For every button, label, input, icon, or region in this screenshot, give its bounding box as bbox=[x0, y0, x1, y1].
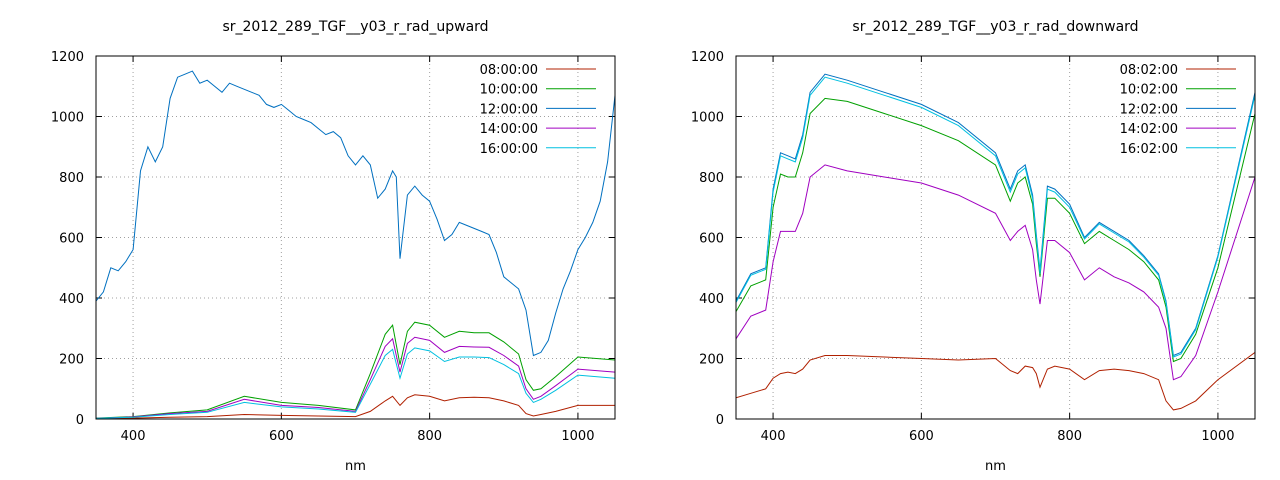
x-tick-label: 600 bbox=[909, 429, 934, 444]
legend: 08:02:00 10:02:00 12:02:00 14:02:00 16:02:00 bbox=[1120, 63, 1236, 157]
x-tick-label: 800 bbox=[1057, 429, 1082, 444]
y-tick-label: 800 bbox=[699, 171, 724, 186]
legend: 08:00:00 10:00:00 12:00:00 14:00:00 16:00:00 bbox=[480, 63, 596, 157]
y-tick-label: 600 bbox=[59, 232, 84, 247]
series-line-5 bbox=[96, 347, 615, 419]
series-line-2 bbox=[96, 321, 615, 419]
x-axis-label: nm bbox=[985, 459, 1006, 474]
series-line-5 bbox=[736, 76, 1255, 358]
y-tick-label: 1200 bbox=[51, 50, 84, 65]
legend-label: 08:02:00 bbox=[1120, 63, 1178, 78]
series-line-4 bbox=[96, 336, 615, 419]
plot-frame bbox=[95, 55, 616, 420]
series-group bbox=[736, 73, 1255, 411]
y-tick-label: 400 bbox=[699, 292, 724, 307]
y-tick-label: 600 bbox=[699, 232, 724, 247]
series-line-1 bbox=[736, 351, 1255, 411]
y-tick-label: 1000 bbox=[691, 111, 724, 126]
legend-label: 10:02:00 bbox=[1120, 83, 1178, 98]
legend-label: 16:00:00 bbox=[480, 142, 538, 157]
chart-panel-1: sr_2012_289_TGF__y03_r_rad_upward 400 600 8… bbox=[51, 19, 616, 474]
y-tick-label: 1200 bbox=[691, 50, 724, 65]
legend-label: 14:00:00 bbox=[480, 122, 538, 137]
plot-frame bbox=[735, 55, 1256, 420]
legend-label: 16:02:00 bbox=[1120, 142, 1178, 157]
y-tick-label: 1000 bbox=[51, 111, 84, 126]
chart-title: sr_2012_289_TGF__y03_r_rad_downward bbox=[852, 19, 1138, 35]
y-tick-label: 0 bbox=[716, 413, 724, 428]
series-line-4 bbox=[736, 164, 1255, 381]
y-tick-label: 200 bbox=[59, 353, 84, 368]
x-axis-label: nm bbox=[345, 459, 366, 474]
y-tick-label: 400 bbox=[59, 292, 84, 307]
series-group bbox=[96, 70, 615, 419]
chart-title: sr_2012_289_TGF__y03_r_rad_upward bbox=[222, 19, 488, 35]
x-tick-label: 400 bbox=[761, 429, 786, 444]
x-tick-label: 1000 bbox=[1201, 429, 1234, 444]
series-line-2 bbox=[736, 97, 1255, 363]
legend-label: 12:02:00 bbox=[1120, 102, 1178, 117]
series-line-1 bbox=[96, 394, 615, 419]
x-tick-label: 800 bbox=[417, 429, 442, 444]
x-tick-label: 1000 bbox=[561, 429, 594, 444]
chart-panel-2: sr_2012_289_TGF__y03_r_rad_downward 400 60… bbox=[691, 19, 1256, 474]
legend-label: 10:00:00 bbox=[480, 83, 538, 98]
series-line-3 bbox=[96, 70, 615, 357]
y-tick-label: 200 bbox=[699, 353, 724, 368]
legend-label: 14:02:00 bbox=[1120, 122, 1178, 137]
x-tick-label: 400 bbox=[121, 429, 146, 444]
legend-label: 08:00:00 bbox=[480, 63, 538, 78]
x-tick-label: 600 bbox=[269, 429, 294, 444]
legend-label: 12:00:00 bbox=[480, 102, 538, 117]
y-tick-label: 800 bbox=[59, 171, 84, 186]
y-tick-label: 0 bbox=[76, 413, 84, 428]
